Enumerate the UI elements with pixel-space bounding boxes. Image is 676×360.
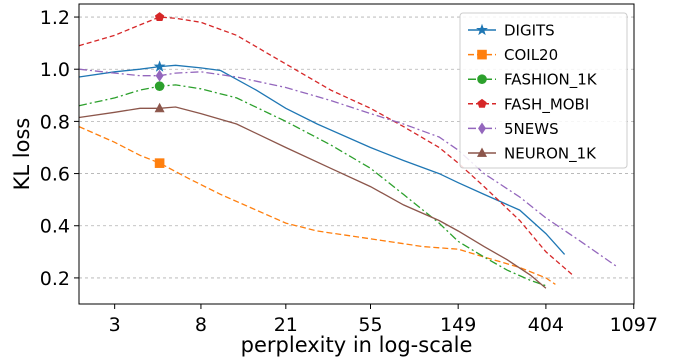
x-tick-label: 149: [440, 314, 476, 336]
legend-label: DIGITS: [504, 22, 555, 40]
y-axis-label: KL loss: [10, 118, 34, 191]
x-tick-label: 1097: [610, 314, 658, 336]
series-marker: [476, 23, 488, 36]
x-axis: 3 8 21 55 149 404 1097: [109, 304, 658, 336]
legend-label: NEURON_1K: [504, 145, 597, 164]
x-tick-label: 21: [274, 314, 298, 336]
y-tick-label: 0.6: [40, 164, 70, 186]
series-marker: [153, 60, 166, 72]
series-marker: [477, 74, 487, 84]
series-marker: [154, 81, 165, 91]
legend-item: FASH_MOBI: [468, 95, 589, 114]
series-marker: [477, 147, 487, 157]
series-neuron-1k: [78, 102, 547, 289]
legend-item: COIL20: [468, 46, 558, 64]
series-fash-mobi: [78, 12, 574, 276]
x-tick-label: 3: [109, 314, 121, 336]
y-tick-label: 1.0: [40, 59, 70, 81]
legend-item: 5NEWS: [468, 120, 559, 138]
x-axis-label: perplexity in log-scale: [241, 333, 473, 357]
series-fashion-1k: [78, 81, 547, 287]
series-digits: [78, 60, 566, 255]
series-line: [78, 68, 617, 267]
series-line: [78, 84, 547, 287]
legend-label: FASHION_1K: [504, 71, 598, 90]
y-axis: 0.2 0.4 0.6 0.8 1.0 1.2: [40, 7, 79, 290]
series-marker: [477, 98, 487, 108]
legend-label: FASH_MOBI: [504, 95, 589, 114]
series-marker: [477, 49, 487, 60]
plot-frame: [78, 3, 635, 305]
series-marker: [155, 69, 164, 82]
grid: [79, 16, 634, 279]
series-line: [78, 64, 566, 255]
x-tick-label: 404: [528, 314, 564, 336]
series-marker: [478, 122, 486, 135]
y-tick-label: 1.2: [40, 7, 70, 29]
legend-label: 5NEWS: [504, 120, 559, 138]
legend: DIGITS COIL20 FASHION_1K FASH_MOBI 5NEWS NEUR…: [459, 12, 628, 169]
legend-label: COIL20: [504, 46, 558, 64]
series-line: [78, 126, 556, 285]
series-5news: [78, 68, 617, 267]
legend-box: [459, 12, 628, 169]
y-tick-label: 0.8: [40, 111, 70, 133]
y-tick-label: 0.4: [40, 216, 70, 238]
series-coil20: [78, 126, 556, 285]
legend-item: NEURON_1K: [468, 145, 597, 164]
x-tick-label: 55: [358, 314, 382, 336]
series-marker: [154, 158, 165, 168]
series-line: [78, 106, 547, 289]
legend-item: FASHION_1K: [468, 71, 598, 90]
series-line: [78, 16, 574, 276]
legend-item: DIGITS: [468, 22, 555, 40]
series-marker: [154, 102, 165, 113]
series-marker: [154, 12, 165, 22]
series-layer: [78, 12, 617, 289]
x-tick-label: 8: [195, 314, 207, 336]
y-tick-label: 0.2: [40, 268, 70, 290]
